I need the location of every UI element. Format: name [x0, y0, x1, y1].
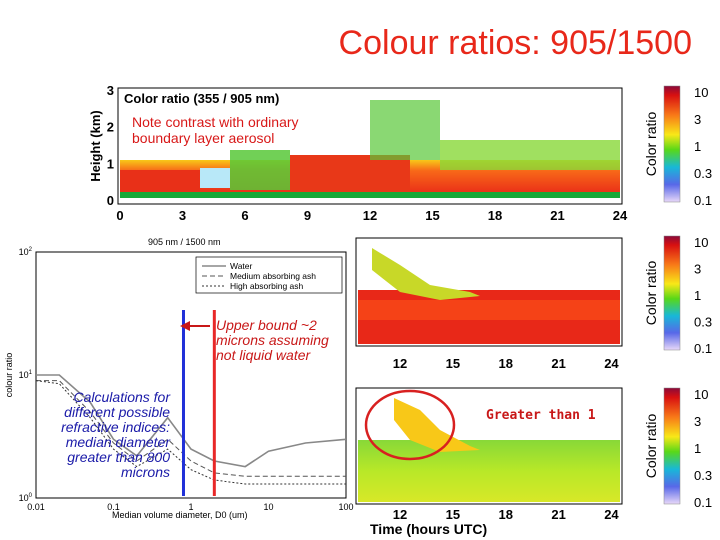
p3-xtick-12: 12: [393, 356, 407, 371]
panel-lines-xtick-0.1: 0.1: [107, 502, 120, 512]
panel-top-ash-plume: [370, 100, 440, 160]
colorbar-2-tick-0.3: 0.3: [694, 315, 712, 330]
panel-lines-xtick-100: 100: [338, 502, 353, 512]
colorbar-2-label: Color ratio: [643, 261, 659, 326]
panel-top-morning-layer: [120, 170, 200, 192]
panel-top-yticks: 0 1 2 3: [107, 83, 114, 208]
panel-top-xtick-15: 15: [425, 208, 439, 223]
series-high-absorbing-ash: [35, 380, 346, 485]
p4-xtick-15: 15: [446, 507, 460, 522]
panel-middle: 12 15 18 21 24: [355, 237, 623, 371]
slide-title: Colour ratios: 905/1500: [338, 24, 692, 62]
colorbar-3-tick-1: 1: [694, 441, 701, 456]
panel-top-xtick-3: 3: [179, 208, 186, 223]
panel-lines-ytick-0: 100: [19, 493, 33, 503]
panel-top-xtick-12: 12: [363, 208, 377, 223]
calculations-note: Calculations for different possible refr…: [61, 389, 170, 480]
panel-top-xtick-9: 9: [304, 208, 311, 223]
p3-xtick-18: 18: [499, 356, 513, 371]
p4-xtick-12: 12: [393, 507, 407, 522]
legend-box: [195, 256, 343, 294]
panel-lines-xlabel: Median volume diameter, D0 (um): [112, 510, 248, 520]
colorbar-1: [663, 85, 681, 203]
panel-bottom-xticks: 12 15 18 21 24: [393, 507, 620, 522]
colorbar-1-tick-0.1: 0.1: [694, 193, 712, 208]
p3-xtick-15: 15: [446, 356, 460, 371]
panel-bottom-ash-layer: [394, 398, 480, 452]
upper-bound-arrow-head: [180, 321, 190, 331]
greater-than-note: Greater than 1: [486, 408, 596, 423]
colorbar-3-tick-10: 10: [694, 387, 708, 402]
colorbar-3-tick-0.3: 0.3: [694, 468, 712, 483]
colorbar-2-tick-3: 3: [694, 262, 701, 277]
panel-bottom-xlabel: Time (hours UTC): [370, 521, 487, 537]
panel-lines-xtick-0.01: 0.01: [27, 502, 45, 512]
panel-top-ytick-2: 2: [107, 120, 114, 135]
legend-entry-2: Medium absorbing ash: [230, 271, 316, 281]
colorbar-2: [663, 235, 681, 351]
panel-top-ylabel: Height (km): [88, 110, 103, 182]
colorbar-3-tick-0.1: 0.1: [694, 495, 712, 510]
panel-top-xtick-18: 18: [488, 208, 502, 223]
colorbar-3-label: Color ratio: [643, 414, 659, 479]
panel-top-xtick-24: 24: [613, 208, 628, 223]
panel-top-ytick-3: 3: [107, 83, 114, 98]
panel-lines-title: 905 nm / 1500 nm: [148, 237, 221, 247]
panel-top-red-layer: [290, 155, 410, 193]
panel-top-xtick-0: 0: [116, 208, 123, 223]
panel-top-upper-green: [440, 140, 620, 170]
colorbar-1-tick-1: 1: [694, 139, 701, 154]
panel-top-green-patch: [230, 150, 290, 190]
legend-entry-1: Water: [230, 261, 253, 271]
panel-lines-bounds: [181, 310, 216, 496]
colorbars: Color ratio 10 3 1 0.3 0.1 Color ratio 10 3 1 0.3 0…: [643, 85, 712, 510]
panel-top-xtick-21: 21: [550, 208, 564, 223]
legend-entry-3: High absorbing ash: [230, 281, 304, 291]
panel-top-title: Color ratio (355 / 905 nm): [124, 91, 279, 106]
series-water: [36, 374, 347, 468]
panel-top-ytick-1: 1: [107, 156, 114, 171]
colorbar-2-tick-1: 1: [694, 288, 701, 303]
panel-lines-ylabel: colour ratio: [4, 353, 14, 398]
panel-lines-axes: 0.01 0.1 1 10 100 102 101 100: [19, 247, 354, 512]
p4-xtick-18: 18: [499, 507, 513, 522]
colorbar-3-tick-3: 3: [694, 414, 701, 429]
colorbar-3: [663, 387, 681, 505]
colorbar-1-tick-3: 3: [694, 112, 701, 127]
panel-top-xticks: 0 3 6 9 12 15 18 21 24: [116, 208, 628, 223]
p3-xtick-21: 21: [551, 356, 565, 371]
panel-bottom-green-field: [358, 440, 620, 502]
upper-bound-note: Upper bound ~2 microns assuming not liqu…: [216, 317, 329, 363]
panel-lines-ytick-2: 102: [19, 247, 33, 257]
panel-bottom: 12 15 18 21 24 Time (hours UTC): [355, 387, 623, 537]
colorbar-2-tick-10: 10: [694, 235, 708, 250]
p4-xtick-24: 24: [604, 507, 619, 522]
panel-top: Color ratio (355 / 905 nm) Height (km) 0…: [88, 83, 628, 223]
colorbar-1-tick-10: 10: [694, 85, 708, 100]
colorbar-1-tick-0.3: 0.3: [694, 166, 712, 181]
panel-middle-ash-layer: [372, 248, 480, 300]
panel-lines-ytick-1: 101: [19, 370, 33, 380]
p3-xtick-24: 24: [604, 356, 619, 371]
colorbar-1-label: Color ratio: [643, 112, 659, 177]
series-medium-absorbing-ash: [36, 380, 346, 477]
p4-xtick-21: 21: [551, 507, 565, 522]
panel-lines-series: [35, 374, 347, 485]
panel-top-clear-gap: [200, 168, 230, 188]
panel-lines: 905 nm / 1500 nm colour ratio Median vol…: [2, 236, 354, 520]
colorbar-2-tick-0.1: 0.1: [694, 341, 712, 356]
panel-middle-xticks: 12 15 18 21 24: [393, 356, 620, 371]
contrast-note: Note contrast with ordinary boundary lay…: [132, 114, 299, 146]
panel-top-ground: [120, 192, 620, 198]
panel-top-ytick-0: 0: [107, 193, 114, 208]
panel-lines-xtick-1: 1: [188, 502, 193, 512]
panel-middle-orange-band: [358, 300, 620, 320]
highlight-circle: [364, 389, 456, 461]
panel-lines-xtick-10: 10: [263, 502, 273, 512]
panel-top-xtick-6: 6: [241, 208, 248, 223]
